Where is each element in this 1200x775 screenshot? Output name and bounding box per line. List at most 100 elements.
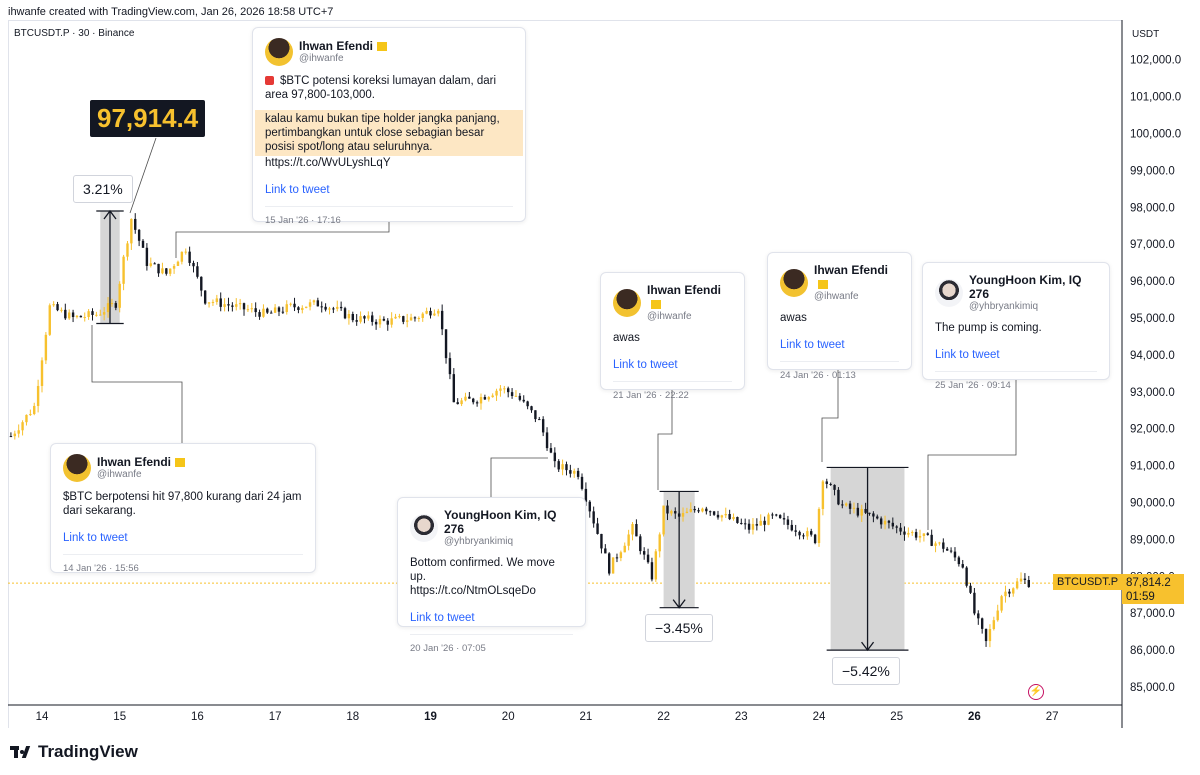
link-to-tweet[interactable]: Link to tweet: [780, 339, 845, 351]
siren-icon: [265, 76, 274, 85]
candle-body: [374, 321, 378, 325]
candle-body: [83, 316, 86, 318]
candle-body: [817, 509, 821, 544]
candle-body: [541, 419, 545, 433]
candle-body: [611, 557, 615, 574]
link-to-tweet[interactable]: Link to tweet: [613, 359, 678, 371]
candle-body: [475, 402, 479, 404]
candle-body: [273, 307, 277, 313]
x-tick-label: 17: [269, 711, 282, 723]
tweet-url[interactable]: https://t.co/NtmOLsqeDo: [410, 585, 536, 597]
candle-body: [685, 511, 689, 514]
candle-body: [464, 396, 467, 401]
candle-body: [938, 542, 941, 544]
y-tick-label: 99,000.0: [1130, 165, 1175, 177]
tradingview-mark-icon: [10, 746, 32, 758]
candle-body: [437, 310, 440, 314]
tweet-connector-line: [927, 380, 1017, 530]
author-handle: @ihwanfe: [814, 291, 859, 302]
candle-body: [106, 303, 110, 313]
candle-body: [530, 406, 533, 411]
candle-body: [996, 610, 999, 621]
candle-body: [1012, 588, 1015, 594]
candle-body: [1023, 578, 1027, 580]
x-tick-label: 25: [890, 711, 903, 723]
candle-body: [386, 320, 389, 325]
measure-arrow-head: [103, 209, 117, 220]
candle-body: [778, 515, 782, 519]
y-tick-label: 92,000.0: [1130, 424, 1175, 436]
candle-body: [180, 251, 184, 262]
candle-body: [343, 308, 347, 319]
candle-body: [161, 268, 164, 274]
candle-body: [254, 308, 257, 313]
tweet-date: 24 Jan '26 · 01:13: [780, 361, 899, 381]
candle-body: [487, 397, 490, 400]
tweet-connector-line: [129, 137, 157, 214]
tweet-url[interactable]: https://t.co/WvULyshLqY: [265, 157, 391, 169]
candle-body: [689, 508, 692, 512]
y-tick-label: 100,000.0: [1130, 129, 1181, 141]
tweet-date: 25 Jan '26 · 09:14: [935, 371, 1097, 391]
candle-body: [576, 470, 580, 477]
author-handle: @ihwanfe: [647, 311, 692, 322]
y-tick-label: 87,000.0: [1130, 608, 1175, 620]
candle-body: [207, 302, 211, 304]
candle-body: [149, 263, 152, 266]
link-to-tweet[interactable]: Link to tweet: [265, 184, 330, 196]
candle-body: [33, 405, 36, 415]
candle-body: [724, 513, 727, 516]
candle-body: [681, 513, 685, 517]
symbol-label[interactable]: BTCUSDT.P · 30 · Binance: [14, 28, 135, 39]
link-to-tweet[interactable]: Link to tweet: [63, 532, 128, 544]
candle-body: [25, 414, 28, 423]
candle-body: [192, 262, 195, 267]
tweet-card[interactable]: Ihwan Efendi @ihwanfe awas Link to tweet…: [600, 272, 745, 401]
candle-body: [833, 484, 836, 490]
link-to-tweet[interactable]: Link to tweet: [410, 612, 475, 624]
candle-body: [569, 470, 572, 474]
lightning-icon[interactable]: ⚡: [1028, 684, 1044, 700]
candle-body: [203, 290, 207, 304]
tweet-card[interactable]: Ihwan Efendi @ihwanfe $BTC berpotensi hi…: [50, 443, 316, 574]
candle-body: [716, 514, 720, 518]
candle-body: [316, 300, 320, 307]
candle-body: [79, 315, 83, 318]
candle-body: [355, 320, 358, 322]
candle-body: [266, 308, 269, 313]
candle-body: [312, 300, 316, 303]
candle-body: [980, 618, 984, 629]
candle-body: [635, 524, 638, 537]
candle-body: [285, 304, 288, 312]
candle-body: [281, 311, 285, 313]
candle-body: [747, 523, 751, 530]
link-to-tweet[interactable]: Link to tweet: [935, 349, 1000, 361]
candle-body: [557, 461, 560, 470]
tweet-card[interactable]: YoungHoon Kim, IQ 276 @yhbryankimiq Bott…: [397, 497, 586, 654]
candle-body: [876, 516, 879, 519]
candle-body: [378, 318, 382, 325]
tweet-card[interactable]: Ihwan Efendi @ihwanfe awas Link to tweet…: [767, 252, 912, 381]
avatar: [613, 289, 641, 317]
candle-body: [91, 311, 94, 315]
candle-body: [99, 314, 102, 316]
candle-body: [440, 310, 444, 330]
candle-body: [720, 515, 724, 518]
candle-body: [258, 312, 261, 317]
flag-icon: [175, 458, 186, 467]
candle-body: [172, 265, 176, 269]
candle-body: [825, 481, 828, 484]
tradingview-logo[interactable]: TradingView: [10, 742, 138, 762]
candle-body: [514, 395, 518, 397]
candle-body: [130, 218, 133, 244]
candle-body: [984, 628, 988, 642]
tweet-card[interactable]: YoungHoon Kim, IQ 276 @yhbryankimiq The …: [922, 262, 1110, 391]
candle-body: [262, 308, 265, 317]
x-tick-label: 19: [424, 711, 437, 723]
candle-body: [223, 304, 226, 307]
candle-body: [363, 316, 366, 319]
x-tick-label: 21: [580, 711, 593, 723]
candle-body: [114, 303, 118, 308]
tweet-card[interactable]: Ihwan Efendi @ihwanfe $BTC potensi korek…: [252, 27, 526, 226]
